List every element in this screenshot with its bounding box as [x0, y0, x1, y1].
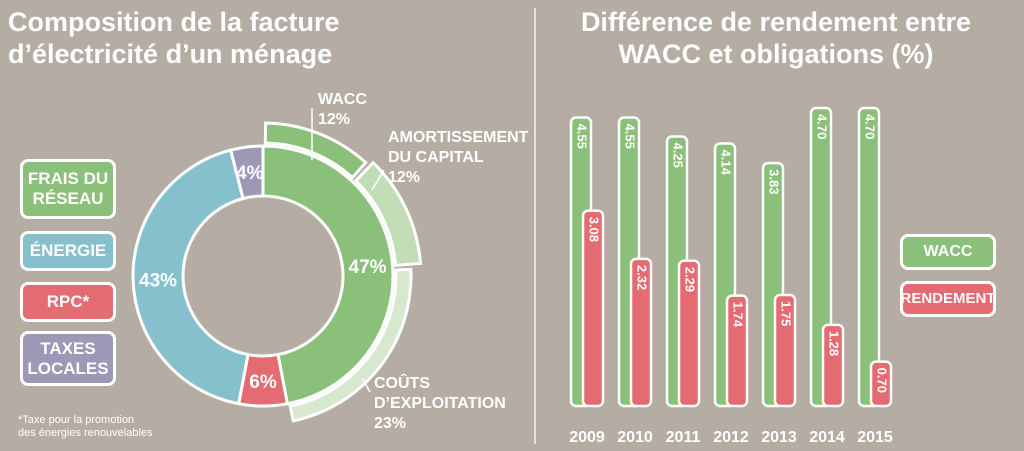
x-tick-2014: 2014	[809, 429, 845, 446]
left-chart-title: Composition de la facture d’électricité …	[8, 6, 340, 70]
donut-slice-3	[228, 144, 265, 201]
donut-slice-label-3: 4%	[236, 163, 264, 184]
legend-rendement: RENDEMENT	[900, 281, 996, 317]
legend-energie: ÉNERGIE	[20, 231, 116, 271]
bar-rendement-2014-label: 1.28	[827, 331, 842, 356]
x-tick-2011: 2011	[666, 429, 701, 446]
leader-line-2	[361, 377, 371, 393]
legend-wacc: WACC	[900, 234, 996, 270]
bar-rendement-2012	[725, 294, 749, 408]
x-tick-2012: 2012	[713, 429, 749, 446]
bar-wacc-2011-label: 4.25	[671, 143, 686, 168]
footnote: *Taxe pour la promotion des énergies ren…	[18, 414, 153, 439]
right-title-line2: WACC et obligations (%)	[618, 39, 934, 69]
donut-slice-label-1: 6%	[249, 372, 277, 393]
donut-slice-2	[131, 148, 250, 406]
right-chart-title: Différence de rendement entre WACC et ob…	[546, 6, 1006, 70]
bar-rendement-2009-label: 3.08	[587, 217, 602, 242]
left-title-line1: Composition de la facture	[8, 7, 340, 37]
leader-line-1	[371, 169, 385, 191]
bar-rendement-2013-label: 1.75	[779, 301, 794, 326]
bar-chart: 4.55 3.08 2009 4.55 2.32 2010 4.25 2.29 2011 4.14…	[569, 106, 893, 446]
legend-taxes-locales: TAXES LOCALES	[20, 331, 116, 386]
outer-ring-segment-0	[263, 121, 368, 180]
outer-ring-segment-2	[288, 267, 413, 423]
bar-rendement-2010-label: 2.32	[635, 265, 650, 290]
bar-rendement-2010	[629, 257, 653, 408]
panel-divider	[534, 8, 536, 444]
x-tick-2015: 2015	[857, 429, 893, 446]
left-title-line2: d’électricité d’un ménage	[8, 39, 333, 69]
outer-ring-segment-1	[353, 160, 423, 267]
donut-slice-label-2: 43%	[139, 270, 177, 291]
bar-rendement-2011	[677, 259, 701, 408]
bar-wacc-2012-label: 4.14	[719, 150, 734, 176]
bar-rendement-2013	[773, 293, 797, 408]
x-tick-2009: 2009	[569, 429, 605, 446]
x-tick-2013: 2013	[761, 429, 797, 446]
outer-label-amortissement: AMORTISSEMENT DU CAPITAL 12%	[388, 129, 529, 186]
donut-slice-label-0: 47%	[349, 257, 387, 278]
bar-wacc-2010-label: 4.55	[623, 124, 638, 149]
donut-chart: 47% 6% 43% 4%	[131, 108, 423, 423]
donut-slice-0	[261, 144, 395, 406]
right-title-line1: Différence de rendement entre	[580, 7, 972, 37]
legend-rpc: RPC*	[20, 282, 116, 322]
bar-wacc-2009-label: 4.55	[575, 124, 590, 149]
bar-rendement-2015-label: 0.70	[875, 368, 890, 393]
bar-wacc-2015-label: 4.70	[863, 114, 878, 139]
bar-rendement-2015	[869, 360, 893, 408]
legend-frais-du-reseau: FRAIS DU RÉSEAU	[20, 159, 116, 219]
outer-label-couts: COÛTS D’EXPLOITATION 23%	[374, 375, 506, 432]
bar-rendement-2011-label: 2.29	[683, 267, 698, 292]
bar-wacc-2014-label: 4.70	[815, 114, 830, 139]
bar-rendement-2014	[821, 323, 845, 408]
bar-wacc-2015	[857, 106, 881, 408]
x-tick-2010: 2010	[617, 429, 653, 446]
bar-wacc-2013-label: 3.83	[767, 169, 782, 194]
bar-rendement-2009	[581, 209, 605, 408]
outer-label-wacc: WACC 12%	[318, 91, 367, 128]
bar-rendement-2012-label: 1.74	[731, 302, 746, 328]
